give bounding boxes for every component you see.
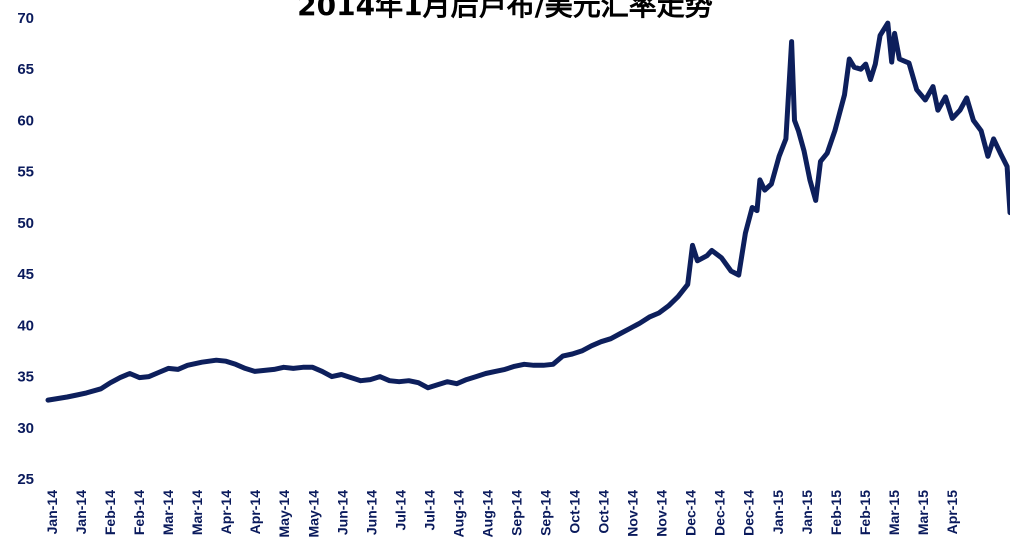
y-tick-label: 25 — [17, 471, 34, 488]
x-tick-label: Feb-15 — [828, 490, 844, 535]
x-tick-label: Feb-14 — [131, 490, 147, 535]
x-axis-ticks: Jan-14 Jan-14 Feb-14 Feb-14 Mar-14 Mar-14 Apr-… — [44, 490, 960, 538]
x-tick-label: Oct-14 — [596, 490, 612, 534]
x-tick-label: Jun-14 — [363, 490, 379, 535]
y-tick-label: 30 — [17, 420, 34, 437]
x-tick-label: Dec-14 — [741, 490, 757, 536]
x-tick-label: Mar-14 — [189, 490, 205, 535]
x-tick-label: Aug-14 — [450, 490, 466, 538]
y-tick-label: 35 — [17, 369, 34, 386]
x-tick-label: Jan-15 — [799, 490, 815, 535]
x-tick-label: Jul-14 — [421, 490, 437, 531]
x-tick-label: Apr-14 — [218, 490, 234, 535]
x-tick-label: Mar-15 — [886, 490, 902, 535]
x-tick-label: May-14 — [276, 490, 292, 538]
y-tick-label: 65 — [17, 61, 34, 78]
y-tick-label: 55 — [17, 164, 34, 181]
x-tick-label: Jan-15 — [770, 490, 786, 535]
y-tick-label: 40 — [17, 317, 34, 334]
x-tick-label: Apr-15 — [944, 490, 960, 535]
series-group — [45, 20, 1010, 403]
x-tick-label: Dec-14 — [683, 490, 699, 536]
x-tick-label: Sep-14 — [508, 490, 524, 536]
x-tick-label: Mar-14 — [160, 490, 176, 535]
y-tick-label: 70 — [17, 10, 34, 27]
x-tick-label: Oct-14 — [567, 490, 583, 534]
x-tick-label: May-14 — [305, 490, 321, 538]
x-tick-label: Feb-15 — [857, 490, 873, 535]
chart-title: 2014年1月后卢布/美元汇率走势 — [297, 0, 713, 22]
x-tick-label: Mar-15 — [915, 490, 931, 535]
x-tick-label: Jan-14 — [73, 490, 89, 535]
x-tick-label: Jul-14 — [392, 490, 408, 531]
x-tick-label: Jun-14 — [334, 490, 350, 535]
y-tick-label: 50 — [17, 215, 34, 232]
x-tick-label: Nov-14 — [654, 490, 670, 537]
x-tick-label: Jan-14 — [44, 490, 60, 535]
x-tick-label: Dec-14 — [712, 490, 728, 536]
x-tick-label: Nov-14 — [625, 490, 641, 537]
y-axis-ticks: 25 30 35 40 45 50 55 60 65 70 — [17, 10, 34, 488]
x-tick-label: Feb-14 — [102, 490, 118, 535]
y-tick-label: 60 — [17, 112, 34, 129]
series-line — [45, 20, 1010, 403]
x-tick-label: Sep-14 — [538, 490, 554, 536]
x-tick-label: Apr-14 — [247, 490, 263, 535]
y-tick-label: 45 — [17, 266, 34, 283]
x-tick-label: Aug-14 — [479, 490, 495, 538]
